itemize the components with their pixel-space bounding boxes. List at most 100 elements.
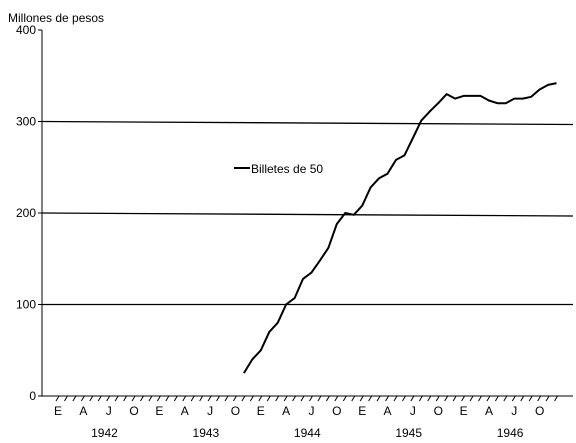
- x-tick: [528, 395, 533, 402]
- x-tick: [334, 395, 339, 402]
- x-month-label: O: [231, 404, 240, 418]
- x-tick: [131, 395, 136, 402]
- x-month-label: J: [410, 404, 416, 418]
- x-month-label: J: [207, 404, 213, 418]
- x-tick: [275, 395, 280, 402]
- x-tick: [72, 395, 77, 402]
- x-tick: [300, 395, 305, 402]
- x-tick: [376, 395, 381, 402]
- x-tick: [173, 395, 178, 402]
- x-tick: [199, 395, 204, 402]
- x-tick: [190, 395, 195, 402]
- gridline-300: [41, 120, 574, 126]
- y-tick-label: 0: [29, 389, 36, 403]
- x-tick: [216, 395, 220, 402]
- x-tick: [325, 395, 330, 402]
- x-tick: [317, 395, 322, 402]
- x-tick: [309, 395, 313, 402]
- x-tick: [258, 395, 263, 402]
- x-month-label: A: [282, 404, 290, 418]
- grid-lines: [41, 120, 574, 306]
- y-axis-label: Millones de pesos: [8, 11, 104, 25]
- x-tick: [207, 395, 212, 402]
- y-tick-label: 200: [16, 206, 36, 220]
- x-tick: [418, 395, 423, 402]
- x-month-label: O: [535, 404, 544, 418]
- x-month-label: O: [332, 404, 341, 418]
- x-tick: [233, 395, 237, 402]
- x-tick: [148, 395, 153, 402]
- x-month-label: E: [155, 404, 163, 418]
- x-tick: [292, 395, 297, 402]
- x-month-label: E: [460, 404, 468, 418]
- x-year-label: 1944: [294, 426, 321, 440]
- x-tick: [351, 395, 356, 402]
- y-ticks: 0 100 200 300 400: [16, 23, 42, 403]
- x-month-label: A: [181, 404, 189, 418]
- x-tick: [224, 395, 229, 402]
- x-year-label: 1945: [395, 426, 422, 440]
- x-tick: [427, 395, 432, 402]
- x-tick: [537, 395, 542, 402]
- x-month-label: E: [257, 404, 265, 418]
- x-tick: [342, 395, 347, 402]
- x-tick: [554, 395, 558, 402]
- x-month-label: J: [106, 404, 112, 418]
- y-tick-label: 300: [16, 115, 36, 129]
- x-year-label: 1943: [193, 426, 220, 440]
- x-month-label: E: [54, 404, 62, 418]
- x-year-label: 1942: [91, 426, 118, 440]
- x-tick: [469, 395, 474, 402]
- x-tick: [97, 395, 102, 402]
- x-tick: [165, 395, 170, 402]
- x-tick: [114, 395, 119, 402]
- x-month-label: J: [511, 404, 517, 418]
- x-tick: [494, 395, 499, 402]
- x-month-label: A: [79, 404, 87, 418]
- x-tick: [106, 395, 111, 402]
- x-tick: [182, 395, 187, 402]
- x-month-label: A: [384, 404, 392, 418]
- x-tick: [156, 395, 161, 402]
- x-tick: [80, 395, 85, 402]
- x-tick: [393, 395, 398, 402]
- series-line-billetes-de-50: [243, 82, 557, 374]
- x-tick: [385, 395, 389, 402]
- x-tick: [123, 395, 128, 402]
- x-tick: [461, 395, 466, 402]
- x-ticks: E A J O E A J O E A J O E A J O E A J O 1942 1943 1944 1945 1946: [54, 395, 558, 440]
- x-tick: [283, 395, 288, 402]
- x-month-label: O: [434, 404, 443, 418]
- x-tick: [486, 395, 491, 402]
- x-tick: [55, 395, 60, 402]
- x-tick: [435, 395, 440, 402]
- gridline-200: [41, 212, 574, 217]
- x-tick: [520, 395, 525, 402]
- y-tick-label: 100: [16, 298, 36, 312]
- legend: Billetes de 50: [234, 162, 323, 176]
- x-tick: [511, 395, 516, 402]
- x-tick: [241, 395, 246, 402]
- x-month-label: A: [485, 404, 493, 418]
- x-tick: [64, 395, 68, 402]
- x-tick: [249, 395, 254, 402]
- x-tick: [452, 395, 457, 402]
- x-month-label: E: [358, 404, 366, 418]
- legend-label: Billetes de 50: [251, 162, 323, 176]
- x-tick: [266, 395, 271, 402]
- x-tick: [503, 395, 508, 402]
- x-tick: [478, 395, 482, 402]
- x-month-label: O: [129, 404, 138, 418]
- x-tick: [444, 395, 449, 402]
- y-tick-label: 400: [16, 23, 36, 37]
- x-tick: [140, 395, 144, 402]
- x-tick: [89, 395, 94, 402]
- x-tick: [402, 395, 406, 402]
- x-month-label: J: [309, 404, 315, 418]
- x-tick: [359, 395, 364, 402]
- x-tick: [545, 395, 550, 402]
- x-tick: [368, 395, 373, 402]
- x-year-label: 1946: [497, 426, 524, 440]
- x-tick: [410, 395, 415, 402]
